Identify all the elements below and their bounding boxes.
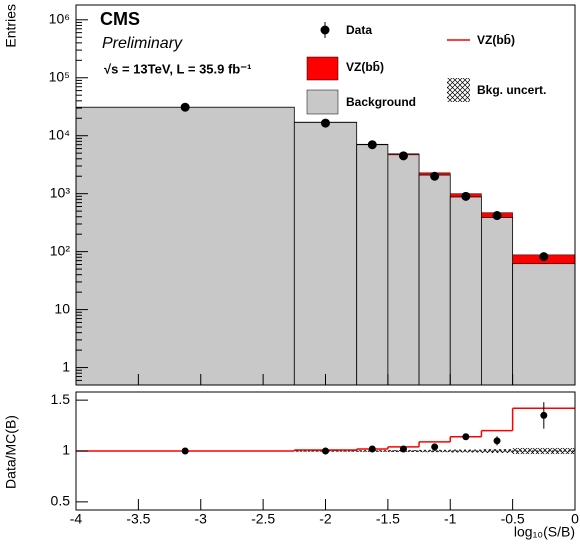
y-tick-label: 1 [62,442,70,458]
data-point [180,102,190,112]
x-tick-label: -1 [444,511,457,527]
chart-subtitle: Preliminary [102,35,183,52]
data-point [493,437,501,445]
y-axis-label: Entries [3,4,19,48]
annotation: √s = 13TeV, L = 35.9 fb⁻¹ [104,61,251,76]
overlay: CMS Preliminary √s = 13TeV, L = 35.9 fb⁻… [3,4,579,540]
data-point [399,445,407,453]
y-tick-label: 10³ [50,184,71,200]
background-bar [356,144,389,385]
y-tick-label: 1.5 [51,391,71,407]
data-point [431,443,439,451]
background-bar [512,263,575,385]
ratio-plot [76,402,575,455]
data-point [492,211,502,221]
data-point [398,151,408,161]
legend-swatch [306,56,339,81]
legend-swatch [447,78,470,102]
data-point [462,433,470,441]
legend-label: VZ(bb̄) [346,60,384,74]
data-point [181,447,189,455]
uncertainty-band [512,447,575,455]
x-tick-label: -3 [195,511,208,527]
legend-marker [320,25,330,35]
x-tick-label: -0.5 [501,511,525,527]
legend-swatch [306,89,339,115]
x-axis-label: log₁₀(S/B) [514,524,575,540]
data-point [540,411,548,419]
background-bar [449,196,482,385]
y-tick-label: 10⁴ [48,126,70,142]
data-point [430,171,440,181]
y-tick-label: 10² [50,242,71,258]
background-bar [387,154,420,385]
y-tick-label: 0.5 [51,493,71,509]
y-axis-label: Data/MC(B) [3,415,19,489]
x-tick-label: -3.5 [126,511,150,527]
data-point [368,445,376,453]
legend-label: Background [346,95,416,109]
y-tick-label: 1 [62,358,70,374]
uncertainty-band [419,449,451,453]
y-tick-label: 10 [54,300,70,316]
background-bar [418,174,451,385]
legend-label: Data [346,23,372,37]
data-point [321,118,330,128]
legend-label: VZ(bb̄) [477,33,515,47]
data-point [322,447,329,455]
background-bar [481,216,514,385]
data-point [367,140,377,150]
y-tick-label: 10⁵ [49,68,70,84]
x-tick-label: 0 [571,511,579,527]
background-bar [76,106,295,385]
x-tick-label: -2 [319,511,332,527]
y-tick-label: 10⁶ [49,10,70,26]
main-plot [76,102,575,385]
legend-label: Bkg. uncert. [477,83,546,97]
background-bar [293,121,358,385]
x-tick-label: -2.5 [251,511,275,527]
data-point [461,191,471,201]
chart-title: CMS [100,9,140,29]
data-point [539,252,549,262]
x-tick-label: -1.5 [376,511,400,527]
x-tick-label: -4 [70,511,83,527]
